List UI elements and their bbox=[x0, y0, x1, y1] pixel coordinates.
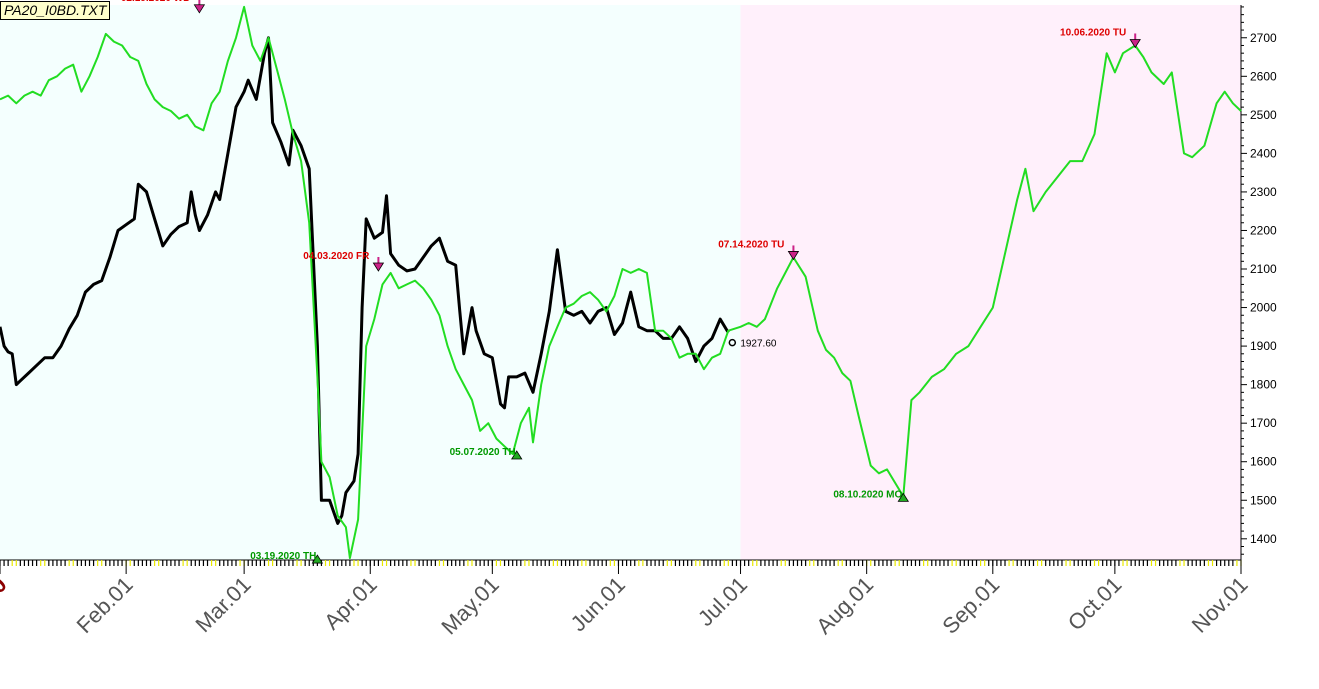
x-tick-label: 2020 bbox=[0, 572, 12, 624]
x-tick-label: Aug.01 bbox=[811, 572, 878, 639]
bottom-arrow-head bbox=[897, 492, 910, 502]
x-tick-label: Jun.01 bbox=[566, 572, 630, 636]
y-tick-label: 2500 bbox=[1250, 108, 1277, 122]
y-tick-label: 2700 bbox=[1250, 31, 1277, 45]
x-tick-label: May.01 bbox=[436, 572, 504, 640]
top-arrow-head bbox=[193, 4, 206, 14]
y-tick-label: 2000 bbox=[1250, 301, 1277, 315]
y-tick-label: 1400 bbox=[1250, 532, 1277, 546]
y-tick-label: 2600 bbox=[1250, 69, 1277, 83]
top-annotation-label: 10.06.2020 TU bbox=[1060, 27, 1126, 38]
top-arrow-head bbox=[1129, 39, 1141, 49]
y-tick-label: 1500 bbox=[1250, 493, 1277, 507]
top-arrow-head bbox=[372, 262, 385, 272]
y-tick-label: 1900 bbox=[1250, 339, 1277, 353]
x-tick-label: Mar.01 bbox=[190, 572, 255, 637]
forecast-line bbox=[0, 5, 1242, 560]
last-price-label: 1927.60 bbox=[740, 339, 777, 350]
y-tick-label: 2200 bbox=[1250, 223, 1277, 237]
last-price-marker bbox=[728, 338, 737, 347]
top-annotation-label: 07.14.2020 TU bbox=[718, 239, 784, 250]
y-tick-label: 1800 bbox=[1250, 378, 1277, 392]
y-tick-label: 2100 bbox=[1250, 262, 1277, 276]
history-background bbox=[0, 5, 741, 560]
chart-title: PA20_I0BD.TXT bbox=[0, 1, 111, 20]
x-tick-label: Sep.01 bbox=[937, 572, 1004, 639]
bottom-annotation-label: 08.10.2020 MO bbox=[833, 489, 902, 500]
top-annotation-label: 04.03.2020 FR bbox=[303, 251, 370, 262]
top-annotation-label: 02.19.2020 WD bbox=[121, 0, 191, 4]
y-tick-label: 2400 bbox=[1250, 146, 1277, 160]
y-tick-label: 2300 bbox=[1250, 185, 1277, 199]
bottom-arrow-head bbox=[511, 450, 523, 460]
bottom-annotation-label: 05.07.2020 TH bbox=[450, 447, 516, 458]
x-tick-label: Oct.01 bbox=[1063, 572, 1127, 636]
bottom-annotation-label: 03.19.2020 TH bbox=[250, 551, 316, 562]
top-arrow-head bbox=[787, 251, 800, 261]
y-tick-label: 1700 bbox=[1250, 416, 1277, 430]
bottom-arrow-head bbox=[311, 554, 324, 564]
price-line bbox=[0, 36, 730, 525]
x-tick-label: Jul.01 bbox=[693, 572, 752, 631]
x-tick-label: Feb.01 bbox=[72, 572, 138, 638]
x-tick-label: Nov.01 bbox=[1187, 572, 1253, 638]
forecast-background bbox=[740, 5, 1241, 560]
x-tick-label: Apr.01 bbox=[319, 572, 382, 635]
y-tick-label: 1600 bbox=[1250, 455, 1277, 469]
